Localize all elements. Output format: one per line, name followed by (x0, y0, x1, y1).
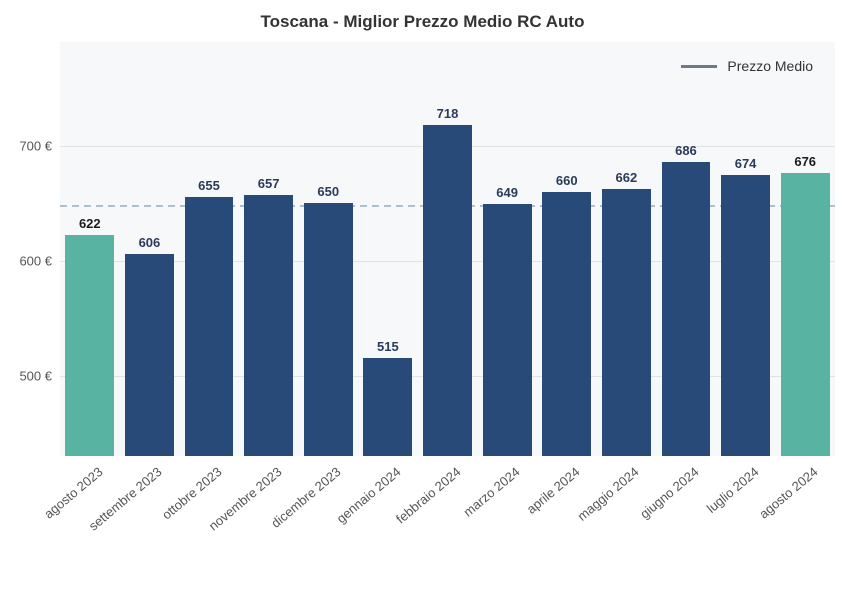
bar (483, 204, 532, 456)
bar-value-label: 515 (377, 339, 399, 354)
bar-value-label: 662 (615, 170, 637, 185)
legend-label: Prezzo Medio (727, 58, 813, 74)
bar-value-label: 655 (198, 178, 220, 193)
x-tick-label: gennaio 2024 (334, 464, 404, 526)
bar (662, 162, 711, 456)
y-tick-label: 600 € (0, 253, 52, 268)
bar (125, 254, 174, 456)
bar (781, 173, 830, 456)
x-tick-label: aprile 2024 (523, 464, 582, 517)
bar (244, 195, 293, 456)
plot-area: 622606655657650515718649660662686674676 … (60, 42, 835, 456)
x-tick-label: giugno 2024 (637, 464, 701, 522)
bar (721, 175, 770, 456)
bar-value-label: 660 (556, 173, 578, 188)
bar (185, 197, 234, 456)
chart-title: Toscana - Miglior Prezzo Medio RC Auto (0, 0, 845, 32)
x-tick-label: febbraio 2024 (393, 464, 464, 527)
x-tick-label: maggio 2024 (575, 464, 642, 524)
x-tick-label: agosto 2024 (756, 464, 820, 522)
y-tick-label: 500 € (0, 368, 52, 383)
bar-value-label: 676 (794, 154, 816, 169)
bar (542, 192, 591, 457)
bar-value-label: 649 (496, 185, 518, 200)
bar-value-label: 606 (139, 235, 161, 250)
bar-value-label: 674 (735, 156, 757, 171)
bar (423, 125, 472, 456)
bar (304, 203, 353, 456)
legend: Prezzo Medio (671, 52, 823, 80)
x-tick-label: marzo 2024 (461, 464, 523, 520)
legend-line-icon (681, 65, 717, 68)
bar-value-label: 650 (317, 184, 339, 199)
bar (363, 358, 412, 456)
bar-value-label: 622 (79, 216, 101, 231)
bar-value-label: 718 (437, 106, 459, 121)
chart-container: Toscana - Miglior Prezzo Medio RC Auto 6… (0, 0, 845, 610)
bar-value-label: 657 (258, 176, 280, 191)
y-tick-label: 700 € (0, 138, 52, 153)
bar-value-label: 686 (675, 143, 697, 158)
x-tick-label: luglio 2024 (703, 464, 761, 516)
bar (602, 189, 651, 456)
bar (65, 235, 114, 456)
